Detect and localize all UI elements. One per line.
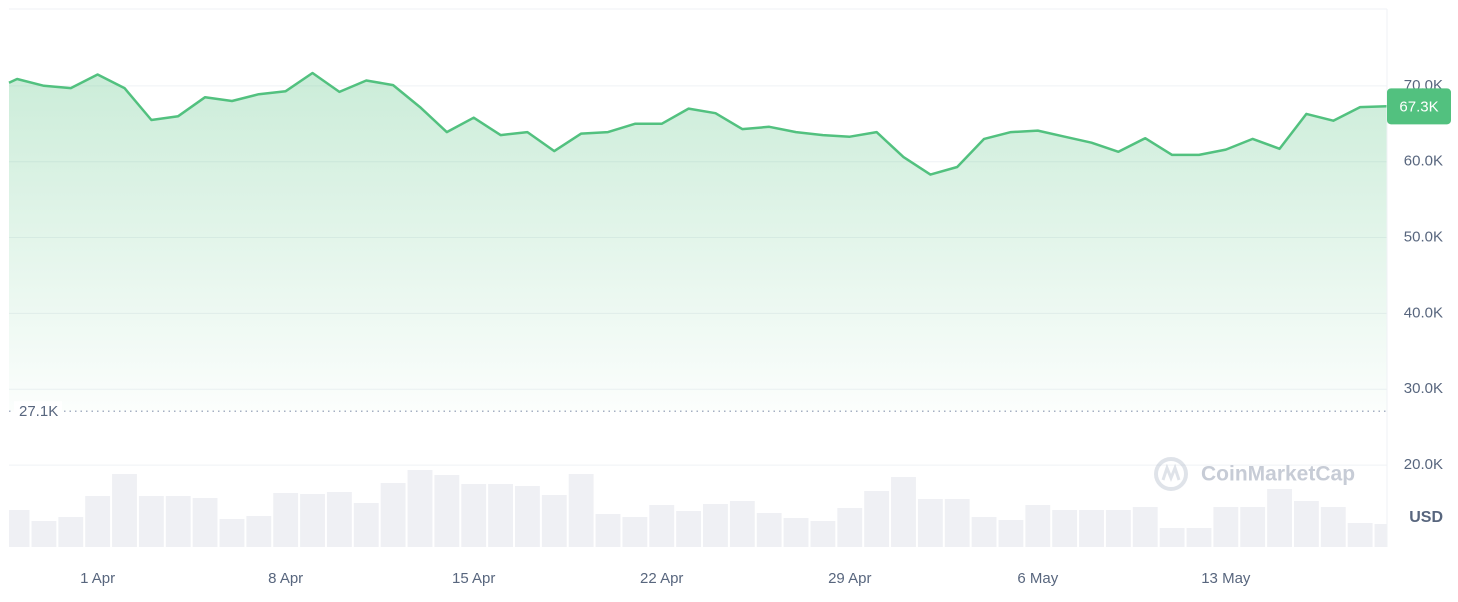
volume-bar	[300, 494, 325, 547]
x-tick-label: 13 May	[1201, 570, 1251, 587]
volume-bar	[944, 499, 970, 547]
volume-bar	[1025, 505, 1051, 547]
volume-bar	[622, 517, 648, 547]
volume-bar	[246, 516, 272, 547]
y-tick-label: 20.0K	[1404, 456, 1443, 473]
volume-bar	[568, 474, 594, 547]
volume-bar	[864, 491, 890, 547]
volume-bar	[541, 495, 567, 547]
watermark: CoinMarketCap	[1201, 463, 1355, 486]
x-tick-label: 1 Apr	[80, 570, 115, 587]
volume-bar	[273, 493, 299, 547]
volume-bar	[729, 501, 755, 547]
volume-bar	[649, 505, 675, 547]
volume-bar	[1347, 523, 1373, 547]
volume-bar	[461, 484, 487, 547]
y-tick-label: 60.0K	[1404, 153, 1443, 170]
price-line	[8, 71, 1388, 176]
current-price-label: 67.3K	[1399, 98, 1438, 115]
x-tick-label: 15 Apr	[452, 570, 495, 587]
volume-bar	[998, 520, 1024, 547]
volume-bar	[1320, 507, 1346, 547]
volume-bar	[1240, 507, 1266, 547]
volume-bar	[112, 474, 137, 547]
x-tick-label: 6 May	[1017, 570, 1058, 587]
volume-bar	[891, 477, 916, 547]
x-tick-label: 29 Apr	[828, 570, 871, 587]
volume-bar	[917, 499, 943, 547]
volume-bar	[514, 486, 540, 547]
plot	[8, 71, 1388, 412]
volume-bar	[192, 498, 218, 547]
volume-bar	[1267, 489, 1292, 547]
volume-bar	[407, 470, 433, 547]
currency-label: USD	[1409, 509, 1443, 526]
volume-bar	[810, 521, 836, 547]
volume-bar	[434, 475, 460, 547]
volume-bar	[756, 513, 782, 547]
volume-bar	[326, 492, 352, 547]
volume-bar	[1374, 524, 1387, 547]
x-tick-label: 8 Apr	[268, 570, 303, 587]
volume-bar	[1105, 510, 1131, 547]
volume-bar	[1213, 507, 1239, 547]
x-tick-label: 22 Apr	[640, 570, 683, 587]
volume-bar	[380, 483, 406, 547]
volume-bar	[219, 519, 245, 547]
volume-bar	[837, 508, 863, 547]
volume-bar	[1079, 510, 1104, 547]
volume-bar	[595, 514, 621, 547]
y-tick-label: 30.0K	[1404, 380, 1443, 397]
volume-bar	[85, 496, 111, 547]
price-area	[9, 73, 1387, 412]
y-tick-label: 40.0K	[1404, 304, 1443, 321]
volume-bar	[703, 504, 728, 547]
volume-bar	[58, 517, 84, 547]
volume-bar	[783, 518, 809, 547]
low-label: 27.1K	[19, 403, 58, 420]
volume-bar	[1159, 528, 1185, 547]
watermark-logo	[1154, 457, 1188, 491]
volume-bar	[488, 484, 513, 547]
y-tick-label: 50.0K	[1404, 229, 1443, 246]
volume-bar	[138, 496, 164, 547]
volume-bar	[31, 521, 57, 547]
low-label-bg	[14, 401, 62, 422]
volume-bars	[9, 470, 1387, 547]
volume-bar	[1186, 528, 1212, 547]
volume-bar	[9, 510, 30, 547]
volume-bar	[971, 517, 997, 547]
volume-bar	[1293, 501, 1319, 547]
volume-bar	[1052, 510, 1078, 547]
volume-bar	[676, 511, 702, 547]
current-price-badge	[1387, 88, 1451, 125]
volume-bar	[165, 496, 191, 547]
volume-bar	[1132, 507, 1158, 547]
volume-bar	[353, 503, 379, 547]
